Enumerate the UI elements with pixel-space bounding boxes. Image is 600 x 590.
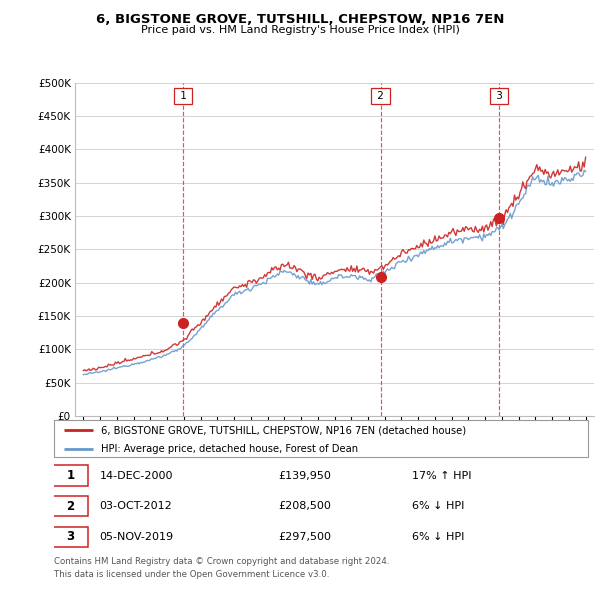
Text: 1: 1 (66, 469, 74, 482)
Text: £139,950: £139,950 (278, 471, 331, 480)
Text: 14-DEC-2000: 14-DEC-2000 (100, 471, 173, 480)
FancyBboxPatch shape (53, 527, 88, 547)
Text: 05-NOV-2019: 05-NOV-2019 (100, 532, 173, 542)
Text: 1: 1 (176, 91, 190, 101)
Text: 6% ↓ HPI: 6% ↓ HPI (412, 502, 464, 511)
Text: 6, BIGSTONE GROVE, TUTSHILL, CHEPSTOW, NP16 7EN (detached house): 6, BIGSTONE GROVE, TUTSHILL, CHEPSTOW, N… (101, 425, 466, 435)
Text: 03-OCT-2012: 03-OCT-2012 (100, 502, 172, 511)
Text: Price paid vs. HM Land Registry's House Price Index (HPI): Price paid vs. HM Land Registry's House … (140, 25, 460, 35)
Text: 6% ↓ HPI: 6% ↓ HPI (412, 532, 464, 542)
Text: Contains HM Land Registry data © Crown copyright and database right 2024.: Contains HM Land Registry data © Crown c… (54, 557, 389, 566)
Text: 6, BIGSTONE GROVE, TUTSHILL, CHEPSTOW, NP16 7EN: 6, BIGSTONE GROVE, TUTSHILL, CHEPSTOW, N… (96, 13, 504, 26)
Text: 3: 3 (66, 530, 74, 543)
Text: 2: 2 (374, 91, 387, 101)
Text: 2: 2 (66, 500, 74, 513)
FancyBboxPatch shape (53, 496, 88, 516)
Text: 3: 3 (493, 91, 506, 101)
FancyBboxPatch shape (53, 466, 88, 486)
Text: £297,500: £297,500 (278, 532, 331, 542)
Text: £208,500: £208,500 (278, 502, 331, 511)
FancyBboxPatch shape (54, 420, 588, 457)
Text: 17% ↑ HPI: 17% ↑ HPI (412, 471, 471, 480)
Text: HPI: Average price, detached house, Forest of Dean: HPI: Average price, detached house, Fore… (101, 444, 358, 454)
Text: This data is licensed under the Open Government Licence v3.0.: This data is licensed under the Open Gov… (54, 570, 329, 579)
